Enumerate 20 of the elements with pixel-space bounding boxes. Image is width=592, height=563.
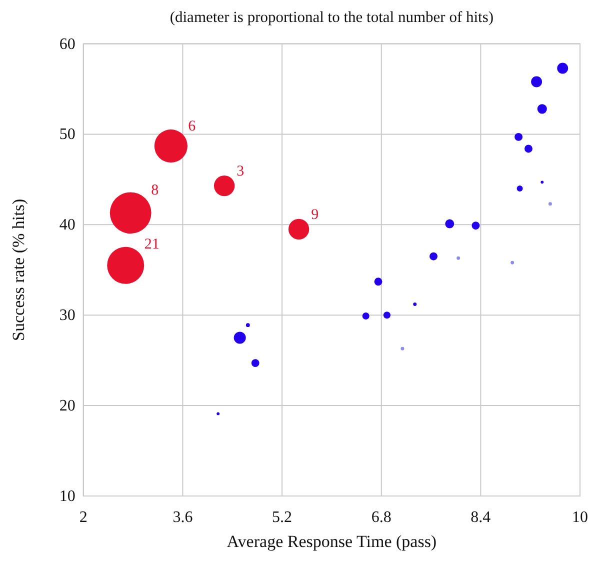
x-tick-label: 8.4 [470,509,491,526]
y-tick-label: 30 [59,307,76,324]
x-tick-label: 5.2 [272,509,292,526]
y-tick-label: 10 [59,488,76,505]
x-tick-label: 2 [79,509,88,526]
x-tick-label: 3.6 [172,509,193,526]
annotation: 3 [236,164,244,180]
annotation: 6 [188,118,196,135]
x-tick-label: 6.8 [371,509,392,526]
x-tick-label: 10 [572,509,588,526]
y-axis-title: Success rate (% hits) [9,198,28,341]
x-axis-title: Average Response Time (pass) [226,532,437,551]
annotation: 8 [151,182,159,198]
y-tick-label: 40 [59,216,76,234]
chart-title: (diameter is proportional to the total number of hits) [170,9,494,26]
annotation: 21 [144,236,160,253]
y-tick-label: 20 [59,398,76,415]
annotation: 9 [311,206,319,223]
y-tick-label: 60 [59,36,76,53]
y-tick-label: 50 [59,126,76,144]
